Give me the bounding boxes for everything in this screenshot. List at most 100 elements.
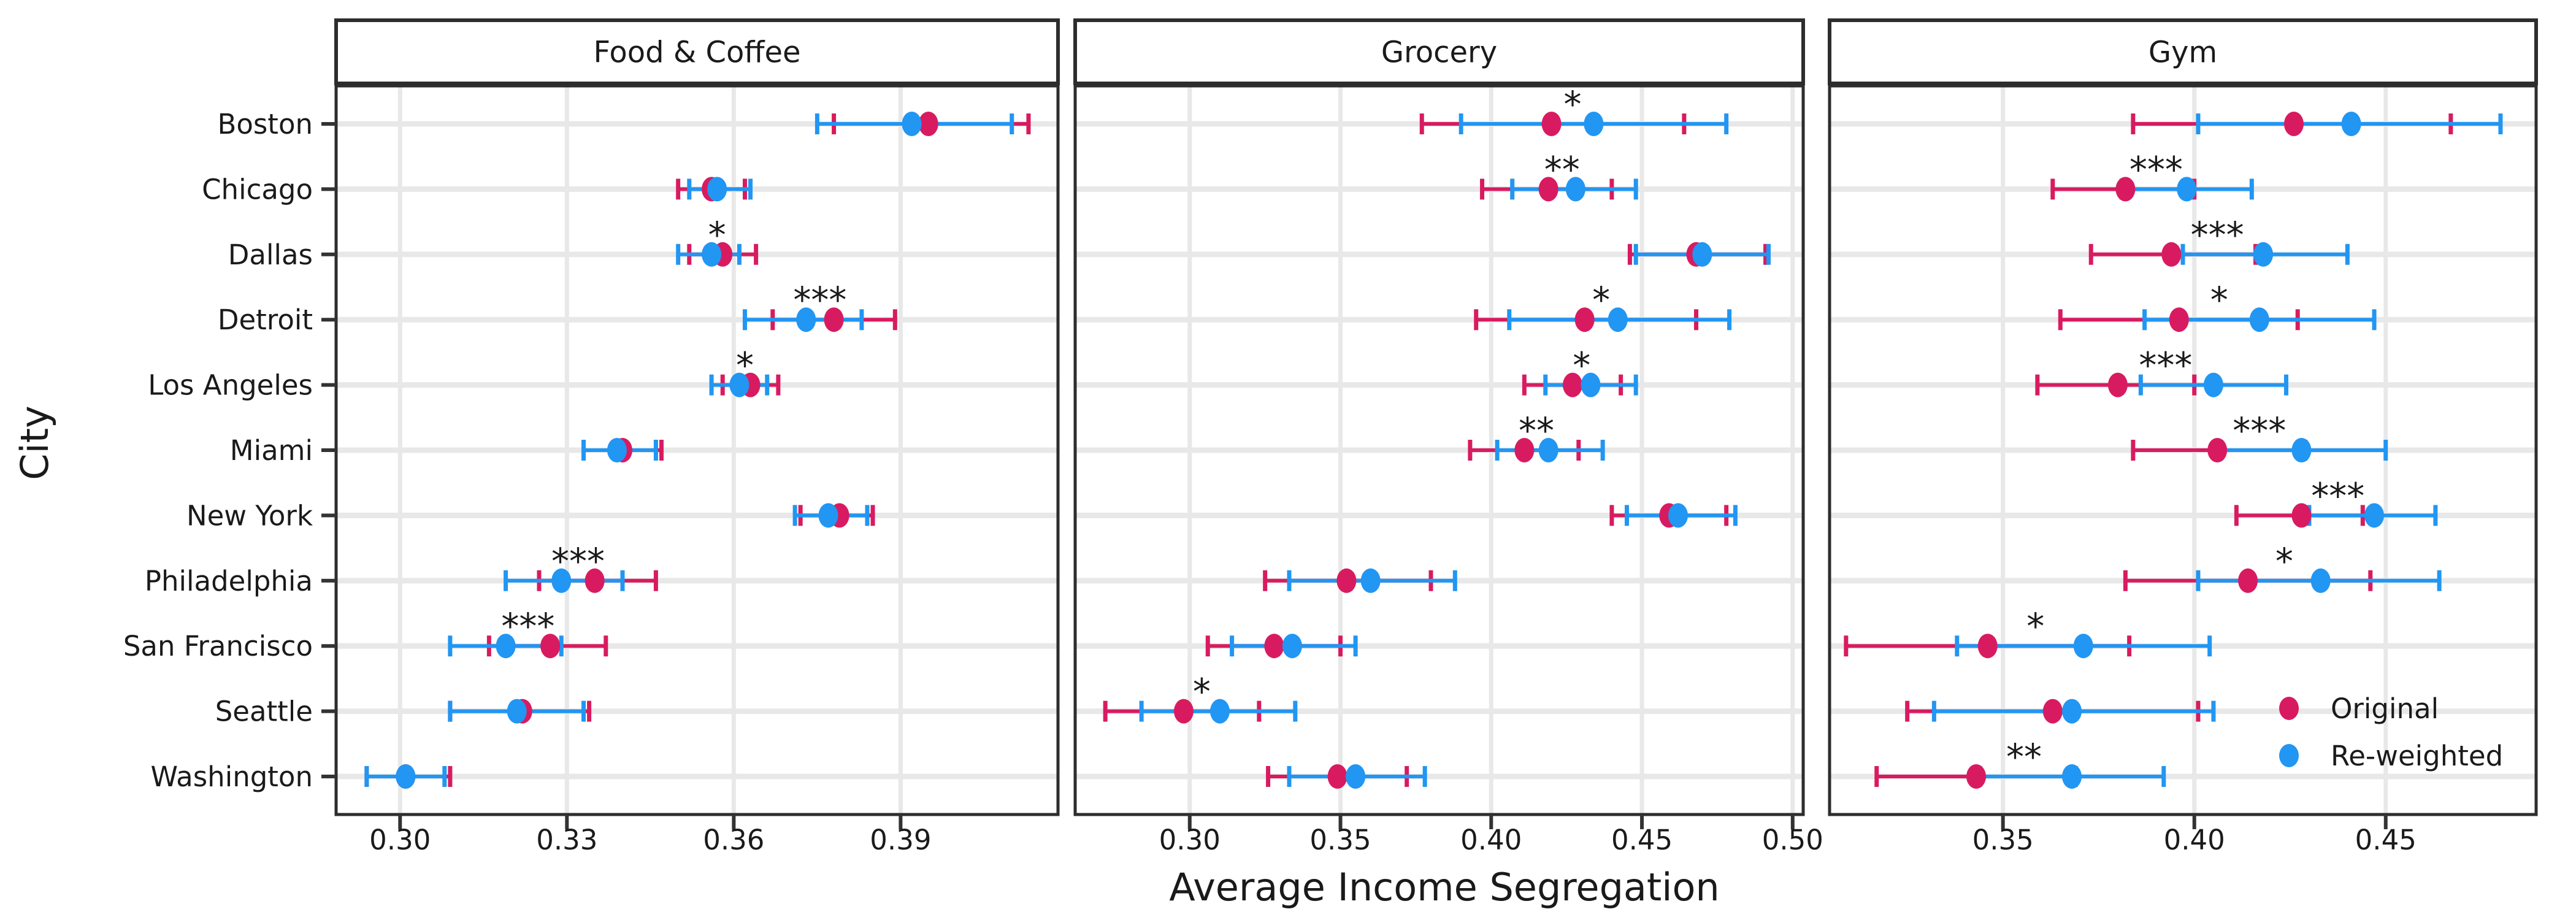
significance-stars: *: [1563, 83, 1581, 125]
point-reweighted: [396, 764, 416, 789]
point-reweighted: [2249, 307, 2269, 332]
legend-dot-original: [2279, 697, 2299, 720]
point-reweighted: [2364, 503, 2385, 528]
city-label: Boston: [217, 108, 313, 140]
x-tick-label: 0.36: [703, 824, 764, 856]
x-tick-label: 0.33: [536, 824, 597, 856]
point-reweighted: [1538, 438, 1558, 462]
facet-panels: ***********0.30 0.33 0.36 0.39********0.30 0…: [123, 83, 2538, 856]
point-reweighted: [1692, 242, 1712, 267]
point-reweighted: [496, 634, 516, 659]
point-original: [1173, 699, 1194, 724]
significance-stars: *: [1193, 671, 1211, 713]
significance-stars: ***: [551, 540, 605, 582]
city-label: Los Angeles: [148, 369, 313, 402]
significance-stars: *: [2210, 279, 2228, 321]
significance-stars: **: [2006, 736, 2042, 778]
point-reweighted: [2177, 177, 2197, 202]
x-tick-label: 0.45: [2355, 824, 2417, 856]
x-tick-label: 0.35: [1972, 824, 2034, 856]
point-original: [1538, 177, 1558, 202]
point-reweighted: [702, 242, 722, 267]
x-tick-label: 0.40: [2164, 824, 2225, 856]
x-tick-label: 0.35: [1309, 824, 1371, 856]
x-tick-label: 0.30: [369, 824, 431, 856]
legend-label-reweighted: Re-weighted: [2331, 740, 2503, 772]
point-original: [1562, 372, 1582, 397]
point-reweighted: [607, 438, 627, 462]
point-reweighted: [2341, 112, 2361, 136]
point-original: [2161, 242, 2182, 267]
point-reweighted: [2062, 764, 2082, 789]
x-tick-label: 0.40: [1460, 824, 1522, 856]
point-original: [1574, 307, 1595, 332]
point-reweighted: [2310, 568, 2331, 593]
city-label: Seattle: [215, 696, 313, 728]
facet-strip-gym: [1828, 18, 2538, 85]
city-label: New York: [186, 499, 313, 532]
point-reweighted: [1209, 699, 1230, 724]
point-reweighted: [1668, 503, 1689, 528]
x-tick-label: 0.45: [1611, 824, 1673, 856]
point-reweighted: [1565, 177, 1585, 202]
point-reweighted: [796, 307, 816, 332]
point-original: [1514, 438, 1535, 462]
significance-stars: ***: [501, 605, 554, 647]
city-label: Washington: [151, 761, 313, 793]
point-original: [1336, 568, 1357, 593]
significance-stars: *: [708, 214, 726, 256]
point-original: [2238, 568, 2258, 593]
point-reweighted: [707, 177, 727, 202]
point-reweighted: [2073, 634, 2093, 659]
point-original: [2291, 503, 2312, 528]
x-tick-label: 0.50: [1762, 824, 1823, 856]
point-reweighted: [2203, 372, 2223, 397]
legend: Original Re-weighted: [2279, 692, 2503, 772]
significance-stars: **: [1544, 148, 1580, 190]
point-original: [585, 568, 605, 593]
point-original: [1966, 764, 1987, 789]
facet-strips: Food & Coffee Grocery Gym: [334, 18, 2538, 85]
point-original: [2115, 177, 2136, 202]
city-label: Chicago: [202, 173, 313, 205]
point-original: [1264, 634, 1284, 659]
city-label: Philadelphia: [145, 565, 313, 597]
city-label: Miami: [230, 434, 313, 467]
point-reweighted: [551, 568, 572, 593]
facet-strip-label: Food & Coffee: [593, 36, 800, 70]
facet-strip-label: Grocery: [1381, 36, 1497, 70]
significance-stars: ***: [2311, 475, 2364, 516]
point-reweighted: [902, 112, 922, 136]
legend-label-original: Original: [2331, 692, 2439, 725]
significance-stars: ***: [2129, 148, 2183, 190]
significance-stars: *: [1573, 345, 1590, 386]
significance-stars: ***: [2233, 410, 2286, 451]
significance-stars: *: [736, 345, 754, 386]
x-tick-label: 0.39: [870, 824, 931, 856]
point-reweighted: [2062, 699, 2082, 724]
significance-stars: ***: [2191, 214, 2244, 256]
significance-stars: ***: [793, 279, 846, 321]
point-original: [918, 112, 938, 136]
point-reweighted: [1282, 634, 1302, 659]
point-original: [540, 634, 561, 659]
significance-stars: *: [2026, 605, 2044, 647]
point-original: [1541, 112, 1562, 136]
legend-dot-reweighted: [2279, 744, 2299, 767]
point-reweighted: [1584, 112, 1604, 136]
point-reweighted: [1346, 764, 1366, 789]
point-reweighted: [1581, 372, 1601, 397]
facet-strip-label: Gym: [2149, 36, 2217, 70]
significance-stars: *: [2275, 540, 2293, 582]
x-axis-title: Average Income Segregation: [1169, 865, 1719, 910]
point-reweighted: [2253, 242, 2274, 267]
point-original: [1327, 764, 1347, 789]
point-reweighted: [729, 372, 749, 397]
city-label: San Francisco: [123, 630, 313, 662]
point-original: [2207, 438, 2228, 462]
point-reweighted: [507, 699, 527, 724]
point-original: [2283, 112, 2304, 136]
significance-stars: ***: [2139, 345, 2192, 386]
